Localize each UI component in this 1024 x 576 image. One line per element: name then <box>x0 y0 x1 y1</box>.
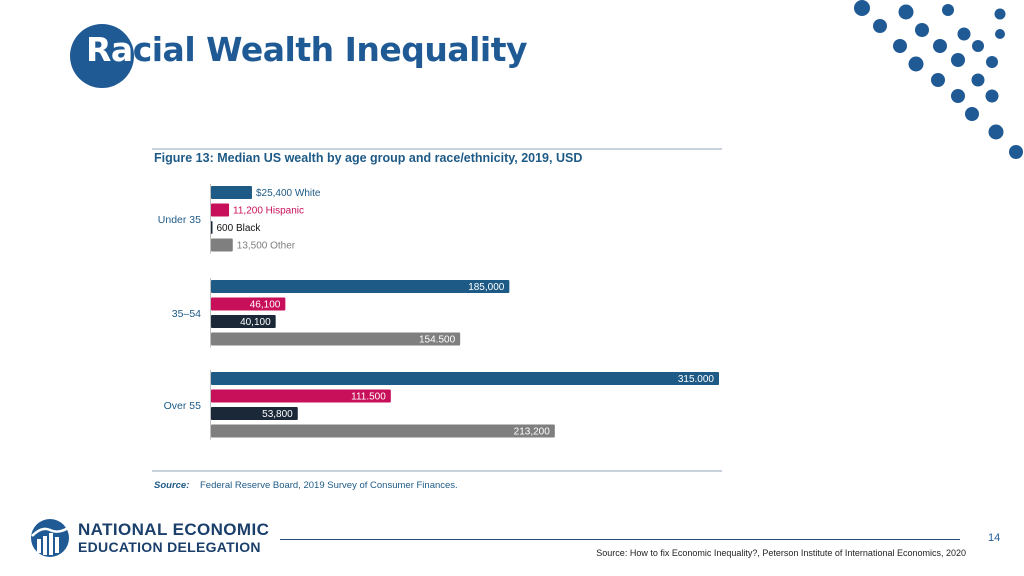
category-axis-line <box>210 370 211 440</box>
data-label: 13,500 Other <box>237 241 296 252</box>
decorative-dot <box>971 73 985 87</box>
decorative-dot <box>931 73 945 87</box>
bar-white <box>211 280 510 293</box>
chart-figure: Figure 13: Median US wealth by age group… <box>150 140 725 500</box>
bar-black <box>211 315 276 328</box>
decorative-dot <box>873 19 887 33</box>
decorative-dot <box>951 89 965 103</box>
decorative-dot <box>908 56 924 72</box>
data-label: 600 Black <box>217 223 262 234</box>
decorative-dot <box>854 0 870 16</box>
decorative-dot <box>985 89 999 103</box>
bar-other <box>211 332 461 346</box>
data-label: 53,800 <box>262 409 293 420</box>
decorative-dot <box>1009 145 1023 159</box>
decorative-dot <box>915 23 929 37</box>
slide-title: Racial Wealth Inequality <box>86 30 528 69</box>
category-label: Under 35 <box>158 214 201 226</box>
decorative-dot <box>893 39 907 53</box>
decorative-dot-pattern <box>854 0 1023 159</box>
decorative-dot <box>965 107 979 121</box>
chart-title: Figure 13: Median US wealth by age group… <box>154 151 582 165</box>
data-label: 40,100 <box>240 317 271 328</box>
figure-bottom-rule <box>152 470 722 472</box>
bar-other <box>211 238 233 252</box>
data-label: 111.500 <box>351 392 386 403</box>
bar-hispanic <box>211 297 286 311</box>
bar-black <box>211 407 298 420</box>
footer-divider <box>280 539 960 540</box>
data-label: 315.000 <box>678 374 715 385</box>
decorative-dot <box>995 29 1005 39</box>
decorative-dot <box>942 4 954 16</box>
slide-title-rest: cial Wealth Inequality <box>132 30 528 69</box>
data-label: 46,100 <box>250 300 281 311</box>
decorative-dot <box>951 53 965 67</box>
data-label: 11,200 Hispanic <box>233 206 304 217</box>
bar-black <box>211 221 213 234</box>
decorative-dot <box>933 39 947 53</box>
bar-white <box>211 372 719 385</box>
figure-source-label: Source: <box>154 480 189 491</box>
bar-hispanic <box>211 389 391 403</box>
bar-white <box>211 186 252 199</box>
decorative-dot <box>898 4 914 20</box>
bar-other <box>211 424 555 438</box>
bar-hispanic <box>211 203 230 217</box>
decorative-dot <box>957 27 971 41</box>
page-number: 14 <box>988 532 1001 544</box>
logo-text-line1: NATIONAL ECONOMIC <box>78 520 270 539</box>
slide-source-note: Source: How to fix Economic Inequality?,… <box>596 548 966 558</box>
decorative-dot <box>994 8 1006 20</box>
category-axis-line <box>210 278 211 348</box>
logo: NATIONAL ECONOMIC EDUCATION DELEGATION <box>28 516 270 560</box>
decorative-dot <box>988 124 1004 140</box>
figure-source-text: Federal Reserve Board, 2019 Survey of Co… <box>200 480 458 491</box>
logo-globe-icon <box>31 519 69 557</box>
logo-text-line2: EDUCATION DELEGATION <box>78 539 261 555</box>
figure-top-rule <box>152 148 722 150</box>
category-label: Over 55 <box>164 400 202 412</box>
bar-chart: Figure 13: Median US wealth by age group… <box>152 148 722 491</box>
data-label: 213,200 <box>514 427 551 438</box>
data-label: 154.500 <box>419 335 456 346</box>
slide-title-lead: Ra <box>86 30 133 69</box>
category-label: 35–54 <box>172 308 201 320</box>
data-label: $25,400 White <box>256 188 321 199</box>
category-axis-line <box>210 184 211 254</box>
data-label: 185,000 <box>468 282 505 293</box>
decorative-dot <box>972 40 984 52</box>
decorative-dot <box>986 56 998 68</box>
title-circle <box>70 24 134 88</box>
